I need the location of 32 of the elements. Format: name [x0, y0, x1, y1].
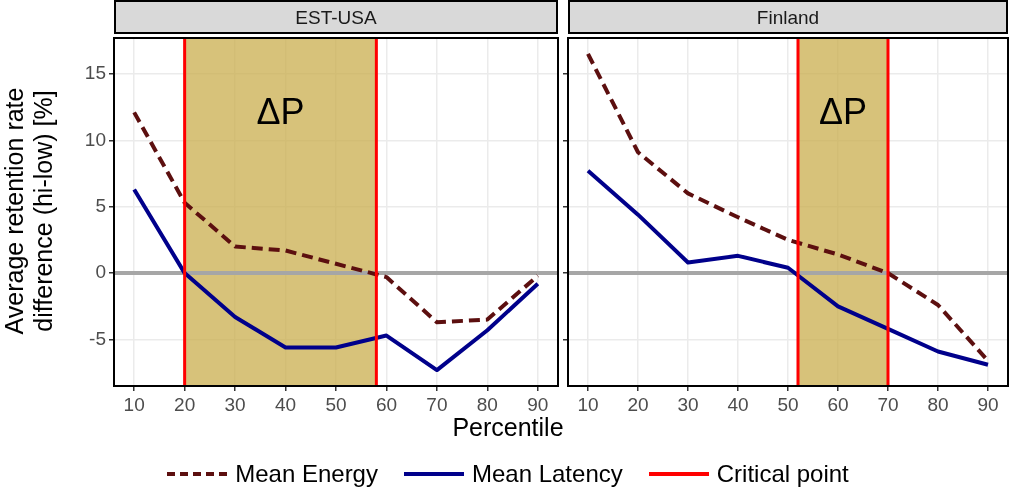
x-tick-label: 10	[577, 393, 599, 415]
x-tick-label: 80	[927, 393, 949, 415]
legend-label: Mean Latency	[471, 460, 623, 488]
x-axis-title: Percentile	[451, 413, 565, 442]
y-tick-label: 5	[95, 194, 106, 216]
x-tick-label: 90	[977, 393, 999, 415]
legend-label: Mean Energy	[235, 460, 378, 488]
y-tick-label: 10	[84, 128, 106, 150]
band-label: ΔP	[818, 91, 868, 133]
y-axis-title: Average retention rate difference (hi-low) [%]	[0, 86, 58, 337]
chart-title: Finland	[568, 0, 1008, 34]
x-tick-label: 90	[527, 393, 549, 415]
x-tick-label: 20	[174, 393, 196, 415]
x-tick-label: 30	[224, 393, 246, 415]
x-tick-label: 60	[827, 393, 849, 415]
x-tick-label: 70	[426, 393, 448, 415]
x-tick-label: 50	[325, 393, 347, 415]
x-tick-label: 60	[375, 393, 398, 415]
legend-label: Critical point	[716, 460, 849, 488]
x-tick-label: 10	[123, 393, 145, 415]
band-label: ΔP	[256, 91, 305, 133]
x-tick-label: 80	[476, 393, 498, 415]
x-tick-label: 50	[777, 393, 799, 415]
x-tick-label: 40	[274, 393, 297, 415]
x-tick-label: 30	[677, 393, 699, 415]
chart-title: EST-USA	[114, 0, 558, 34]
y-tick-label: -5	[89, 327, 106, 349]
x-tick-label: 40	[727, 393, 749, 415]
y-tick-label: 0	[95, 261, 106, 283]
x-tick-label: 70	[877, 393, 899, 415]
y-tick-label: 15	[84, 62, 106, 84]
x-tick-label: 20	[627, 393, 649, 415]
